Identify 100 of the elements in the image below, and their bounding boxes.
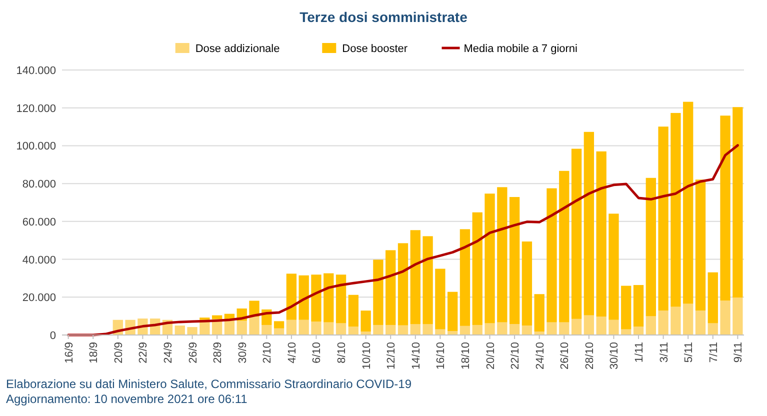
x-tick-label: 20/10 bbox=[484, 342, 497, 370]
y-tick-label: 140.000 bbox=[16, 65, 56, 77]
y-tick-label: 80.000 bbox=[22, 178, 56, 191]
bar bbox=[336, 323, 346, 335]
x-tick-label: 24/9 bbox=[162, 342, 174, 364]
bar bbox=[311, 274, 322, 322]
legend-label: Dose booster bbox=[342, 43, 408, 55]
bar bbox=[670, 306, 681, 335]
bar bbox=[336, 274, 346, 324]
bar bbox=[472, 212, 482, 325]
bar bbox=[658, 310, 668, 335]
x-tick-label: 28/9 bbox=[212, 342, 224, 364]
bar bbox=[386, 324, 396, 335]
bar bbox=[608, 320, 619, 335]
bar bbox=[187, 327, 198, 335]
bar bbox=[311, 322, 322, 335]
bar bbox=[522, 326, 532, 335]
bar bbox=[633, 285, 644, 327]
bar bbox=[386, 250, 396, 325]
bar bbox=[633, 326, 644, 335]
bar bbox=[608, 214, 619, 320]
bar bbox=[472, 324, 482, 335]
x-tick-label: 8/10 bbox=[336, 342, 348, 364]
x-tick-label: 10/10 bbox=[360, 342, 373, 370]
bar bbox=[324, 273, 334, 322]
x-tick-label: 1/11 bbox=[634, 342, 646, 363]
bar bbox=[596, 151, 606, 317]
bar bbox=[484, 194, 495, 324]
text: Aggiornamento: 10 novembre 2021 ore 06:11 bbox=[6, 392, 248, 406]
bar bbox=[571, 318, 582, 335]
bar bbox=[398, 325, 408, 335]
x-tick-label: 16/9 bbox=[63, 342, 76, 364]
bar bbox=[212, 315, 222, 320]
bar bbox=[732, 107, 743, 298]
chart-title: Terze dosi somministrate bbox=[300, 9, 468, 25]
bar bbox=[708, 323, 718, 335]
bar bbox=[236, 320, 247, 335]
x-tick-label: 22/9 bbox=[138, 342, 150, 364]
bar bbox=[174, 326, 185, 335]
legend-label: Media mobile a 7 giorni bbox=[464, 43, 578, 55]
bar bbox=[262, 324, 272, 335]
bar bbox=[658, 126, 668, 311]
bar bbox=[298, 275, 309, 320]
x-tick-label: 14/10 bbox=[410, 342, 422, 370]
x-tick-label: 3/11 bbox=[658, 342, 670, 363]
bar bbox=[584, 132, 594, 316]
x-tick-label: 16/10 bbox=[435, 342, 448, 370]
bar bbox=[298, 320, 309, 335]
x-tick-label: 26/10 bbox=[559, 342, 572, 370]
bar bbox=[522, 241, 532, 326]
x-tick-label: 30/10 bbox=[608, 342, 621, 370]
bar bbox=[621, 286, 632, 330]
bar bbox=[348, 326, 358, 335]
x-tick-label: 28/10 bbox=[584, 342, 596, 370]
bar bbox=[584, 315, 594, 335]
bar bbox=[732, 298, 743, 335]
y-tick-label: 100.000 bbox=[16, 140, 56, 153]
bar bbox=[670, 112, 681, 307]
bar bbox=[249, 316, 260, 335]
bar bbox=[410, 230, 420, 324]
bar bbox=[509, 324, 520, 335]
x-tick-label: 18/10 bbox=[460, 342, 472, 370]
bar bbox=[646, 316, 656, 335]
bar bbox=[274, 321, 284, 328]
bar bbox=[497, 187, 508, 322]
x-tick-label: 20/9 bbox=[112, 342, 125, 364]
y-tick-label: 40.000 bbox=[22, 254, 56, 266]
bar bbox=[460, 229, 470, 326]
bar bbox=[695, 310, 706, 335]
bar bbox=[571, 148, 582, 319]
bar bbox=[683, 102, 694, 304]
bar bbox=[559, 170, 570, 322]
x-tick-label: 12/10 bbox=[386, 342, 398, 370]
bar bbox=[410, 324, 420, 335]
legend-label: Dose addizionale bbox=[195, 43, 280, 55]
bar bbox=[683, 304, 694, 335]
x-tick-label: 24/10 bbox=[534, 342, 546, 370]
bar bbox=[546, 188, 557, 322]
bar bbox=[422, 324, 433, 335]
x-tick-label: 6/10 bbox=[311, 342, 324, 364]
bar bbox=[646, 178, 656, 316]
x-tick-label: 30/9 bbox=[236, 342, 249, 364]
line-series bbox=[67, 144, 739, 336]
bar bbox=[360, 332, 371, 335]
bar bbox=[373, 324, 384, 335]
bar bbox=[720, 300, 730, 335]
bar bbox=[360, 310, 371, 332]
bar bbox=[596, 316, 606, 335]
bar bbox=[448, 292, 458, 332]
bar bbox=[497, 322, 508, 335]
y-tick-label: 0 bbox=[50, 330, 56, 342]
bar bbox=[559, 322, 570, 335]
bar bbox=[695, 180, 706, 311]
bar bbox=[509, 197, 520, 324]
x-tick-label: 5/11 bbox=[683, 342, 696, 363]
x-tick-label: 7/11 bbox=[708, 342, 720, 363]
bar bbox=[484, 323, 495, 335]
text: Elaborazione su dati Ministero Salute, Commissario Straordinario COVID-19 bbox=[6, 377, 412, 391]
bar bbox=[435, 329, 446, 335]
bar bbox=[460, 326, 470, 335]
